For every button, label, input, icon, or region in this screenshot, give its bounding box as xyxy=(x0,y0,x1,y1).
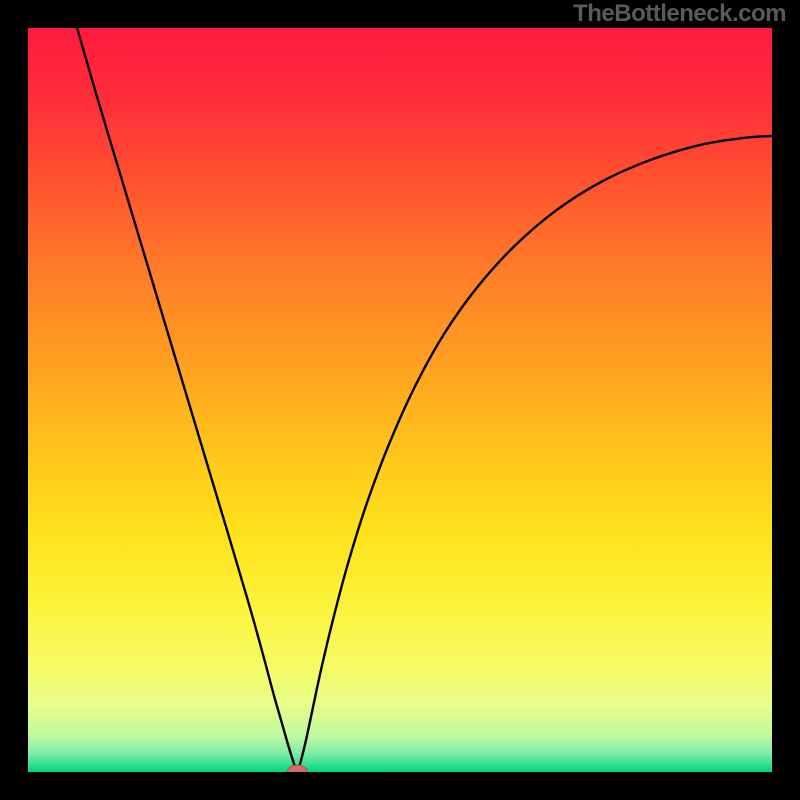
root-container: TheBottleneck.com xyxy=(0,0,800,800)
watermark-label: TheBottleneck.com xyxy=(573,0,786,28)
chart-svg xyxy=(28,28,772,772)
plot-background xyxy=(28,28,772,772)
plot-area xyxy=(28,28,772,772)
chart-frame xyxy=(0,0,800,800)
